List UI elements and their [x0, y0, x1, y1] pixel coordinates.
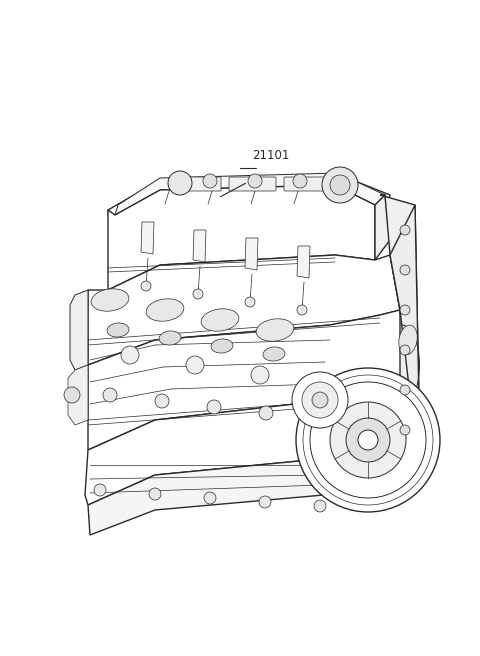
- Circle shape: [346, 418, 390, 462]
- Circle shape: [155, 394, 169, 408]
- Polygon shape: [85, 400, 400, 505]
- Circle shape: [297, 305, 307, 315]
- Ellipse shape: [399, 325, 417, 355]
- Circle shape: [314, 500, 326, 512]
- Circle shape: [400, 425, 410, 435]
- Circle shape: [259, 496, 271, 508]
- Polygon shape: [390, 205, 420, 450]
- Polygon shape: [375, 195, 390, 260]
- Circle shape: [400, 385, 410, 395]
- Circle shape: [358, 430, 378, 450]
- Circle shape: [293, 174, 307, 188]
- Circle shape: [292, 372, 348, 428]
- Circle shape: [245, 297, 255, 307]
- Circle shape: [103, 388, 117, 402]
- Circle shape: [400, 265, 410, 275]
- Polygon shape: [88, 450, 410, 535]
- Ellipse shape: [211, 339, 233, 353]
- Circle shape: [302, 382, 338, 418]
- Ellipse shape: [263, 347, 285, 361]
- Circle shape: [251, 366, 269, 384]
- Circle shape: [203, 174, 217, 188]
- Circle shape: [186, 356, 204, 374]
- Polygon shape: [245, 238, 258, 270]
- Circle shape: [296, 368, 440, 512]
- Circle shape: [312, 392, 328, 408]
- FancyBboxPatch shape: [229, 177, 276, 191]
- Circle shape: [330, 175, 350, 195]
- Circle shape: [121, 346, 139, 364]
- Polygon shape: [108, 175, 390, 232]
- Circle shape: [311, 412, 325, 426]
- Circle shape: [259, 406, 273, 420]
- Circle shape: [149, 488, 161, 500]
- FancyBboxPatch shape: [284, 177, 331, 191]
- Text: 21101: 21101: [252, 149, 289, 162]
- Polygon shape: [70, 290, 88, 370]
- Circle shape: [310, 382, 426, 498]
- Polygon shape: [88, 310, 410, 450]
- Circle shape: [330, 402, 406, 478]
- Ellipse shape: [159, 331, 181, 345]
- Circle shape: [207, 400, 221, 414]
- Circle shape: [204, 492, 216, 504]
- Ellipse shape: [146, 298, 184, 321]
- Circle shape: [141, 281, 151, 291]
- Circle shape: [168, 171, 192, 195]
- Polygon shape: [380, 195, 420, 460]
- Polygon shape: [141, 222, 154, 254]
- Polygon shape: [193, 230, 206, 262]
- Circle shape: [400, 225, 410, 235]
- Ellipse shape: [107, 323, 129, 337]
- Polygon shape: [115, 173, 385, 215]
- Circle shape: [303, 375, 433, 505]
- Circle shape: [193, 289, 203, 299]
- Polygon shape: [88, 255, 400, 365]
- Ellipse shape: [91, 289, 129, 311]
- FancyBboxPatch shape: [174, 177, 221, 191]
- Polygon shape: [68, 365, 88, 425]
- Circle shape: [64, 387, 80, 403]
- Circle shape: [248, 174, 262, 188]
- Ellipse shape: [256, 319, 294, 341]
- Circle shape: [94, 484, 106, 496]
- Polygon shape: [297, 246, 310, 278]
- Circle shape: [400, 305, 410, 315]
- Circle shape: [322, 167, 358, 203]
- Circle shape: [400, 345, 410, 355]
- Ellipse shape: [201, 309, 239, 331]
- Polygon shape: [108, 185, 375, 290]
